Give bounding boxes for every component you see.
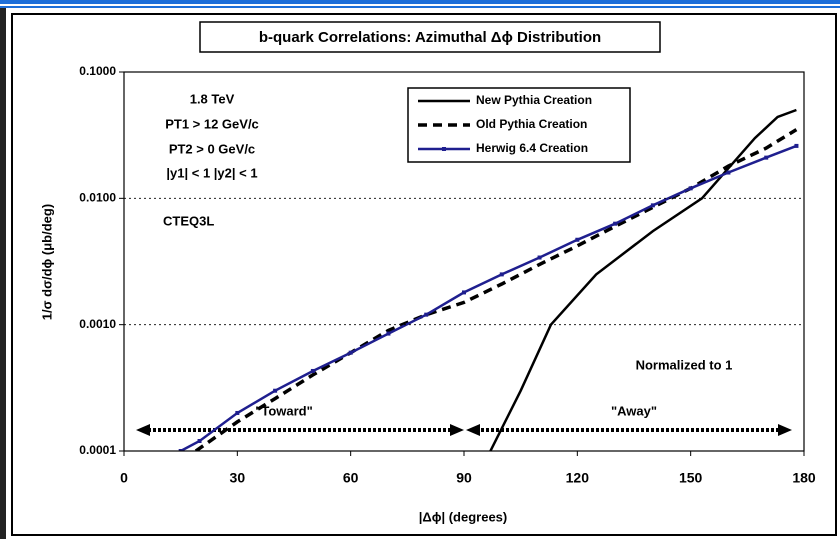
series-line	[194, 128, 798, 451]
legend-label: Herwig 6.4 Creation	[476, 141, 588, 155]
top-bar	[0, 0, 840, 4]
annotation: PT1 > 12 GeV/c	[165, 116, 259, 131]
series-marker	[197, 438, 202, 443]
series-marker	[348, 350, 353, 355]
series-marker	[424, 312, 429, 317]
series-marker	[499, 272, 504, 277]
x-tick-label: 180	[792, 470, 816, 486]
y-tick-label: 0.0001	[79, 443, 116, 457]
series-marker	[310, 368, 315, 373]
series-marker	[794, 143, 799, 148]
title-box	[199, 21, 661, 53]
y-tick-label: 0.0010	[79, 317, 116, 331]
x-tick-label: 60	[343, 470, 359, 486]
annotation: CTEQ3L	[163, 213, 214, 228]
y-tick-label: 0.1000	[79, 64, 116, 78]
x-tick-label: 120	[566, 470, 590, 486]
series-marker	[273, 388, 278, 393]
chart-title: b-quark Correlations: Azimuthal Δϕ Distr…	[259, 29, 601, 46]
series-line	[180, 144, 797, 451]
series-marker	[235, 410, 240, 415]
x-tick-label: 150	[679, 470, 703, 486]
series-marker	[575, 237, 580, 242]
series-marker	[688, 186, 693, 191]
y-tick-label: 0.0100	[79, 191, 116, 205]
legend-marker	[442, 147, 446, 151]
annotation: "Away"	[611, 403, 657, 418]
series-marker	[726, 170, 731, 175]
legend-label: Old Pythia Creation	[476, 117, 587, 131]
annotation: PT2 > 0 GeV/c	[169, 141, 255, 156]
x-tick-label: 30	[230, 470, 246, 486]
x-tick-label: 90	[456, 470, 472, 486]
annotation: Normalized to 1	[636, 357, 733, 372]
top-bar-line	[0, 6, 840, 8]
annotation: "Toward"	[255, 403, 313, 418]
arrow-heads	[136, 424, 792, 436]
left-border	[0, 8, 6, 539]
series-marker	[537, 255, 542, 260]
y-axis-label: 1/σ dσ/dϕ (μb/deg)	[39, 204, 54, 320]
annotation: |y1| < 1 |y2| < 1	[166, 165, 257, 180]
series-marker	[462, 290, 466, 295]
series-marker	[386, 331, 391, 336]
annotation: 1.8 TeV	[190, 91, 235, 106]
series-marker	[650, 203, 655, 208]
series-line	[489, 108, 797, 451]
series-marker	[178, 449, 183, 451]
series-marker	[613, 221, 618, 226]
legend-label: New Pythia Creation	[476, 93, 592, 107]
x-tick-label: 0	[120, 470, 128, 486]
series-marker	[764, 155, 769, 160]
x-axis-label: |Δϕ| (degrees)	[419, 509, 508, 524]
